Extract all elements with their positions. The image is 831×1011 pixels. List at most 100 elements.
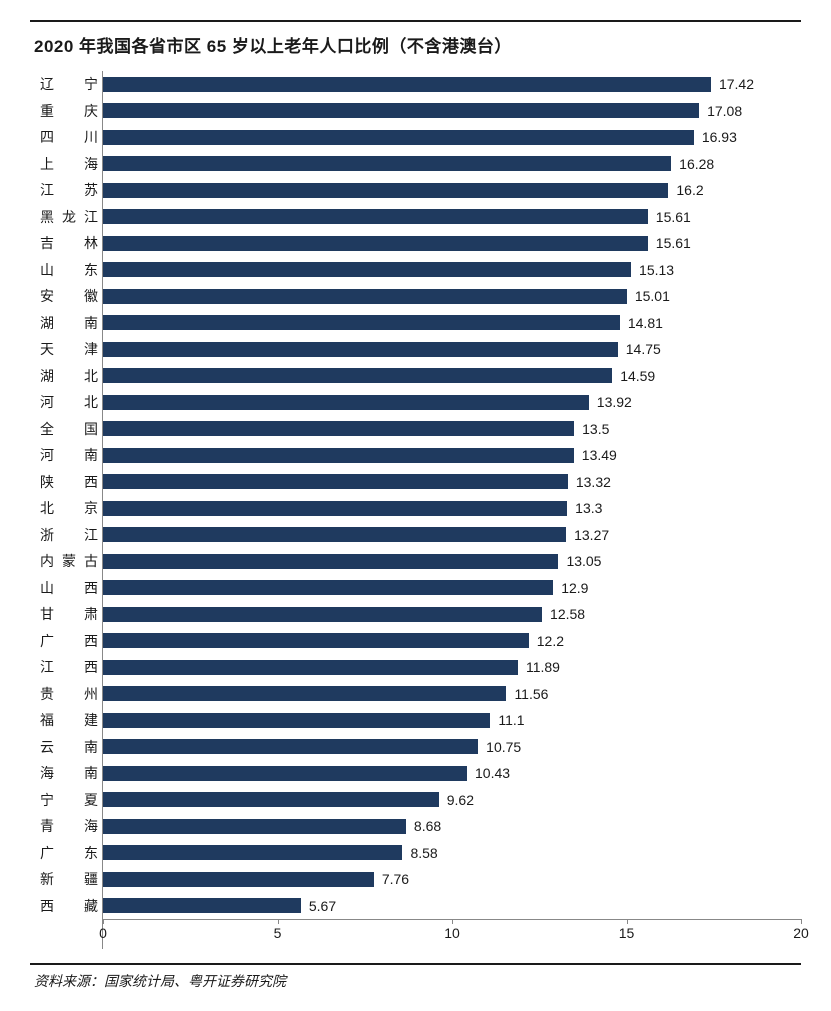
value-label: 8.68 bbox=[414, 818, 441, 834]
bar bbox=[103, 898, 301, 913]
bar-row: 河北13.92 bbox=[40, 389, 801, 416]
bar-row: 天津14.75 bbox=[40, 336, 801, 363]
plot-cell: 8.58 bbox=[102, 840, 801, 867]
value-label: 16.93 bbox=[702, 129, 737, 145]
category-label: 湖南 bbox=[40, 313, 102, 333]
value-label: 12.58 bbox=[550, 606, 585, 622]
bar-row: 内蒙古 13.05 bbox=[40, 548, 801, 575]
category-label: 甘肃 bbox=[40, 604, 102, 624]
plot-cell: 17.42 bbox=[102, 71, 801, 98]
category-label: 广东 bbox=[40, 843, 102, 863]
x-tick-mark bbox=[801, 919, 802, 924]
plot-cell: 11.1 bbox=[102, 707, 801, 734]
plot-cell: 11.89 bbox=[102, 654, 801, 681]
bar-row: 北京13.3 bbox=[40, 495, 801, 522]
bar bbox=[103, 315, 620, 330]
value-label: 13.92 bbox=[597, 394, 632, 410]
bar-row: 江西11.89 bbox=[40, 654, 801, 681]
bar-row: 贵州 11.56 bbox=[40, 681, 801, 708]
category-label: 福建 bbox=[40, 710, 102, 730]
bar bbox=[103, 527, 566, 542]
value-label: 14.59 bbox=[620, 368, 655, 384]
chart-container: 2020 年我国各省市区 65 岁以上老年人口比例（不含港澳台） 辽宁 17.42… bbox=[0, 0, 831, 1011]
bar-row: 福建 11.1 bbox=[40, 707, 801, 734]
title-rule-top: 2020 年我国各省市区 65 岁以上老年人口比例（不含港澳台） bbox=[30, 20, 801, 65]
plot-cell: 12.2 bbox=[102, 628, 801, 655]
value-label: 13.3 bbox=[575, 500, 602, 516]
value-label: 11.56 bbox=[514, 686, 548, 702]
x-tick-label: 20 bbox=[793, 925, 809, 941]
plot-cell: 12.9 bbox=[102, 575, 801, 602]
bar bbox=[103, 448, 574, 463]
bar bbox=[103, 103, 699, 118]
plot-cell: 13.27 bbox=[102, 522, 801, 549]
bar-row: 安徽15.01 bbox=[40, 283, 801, 310]
plot-cell: 12.58 bbox=[102, 601, 801, 628]
category-label: 天津 bbox=[40, 339, 102, 359]
plot-cell: 9.62 bbox=[102, 787, 801, 814]
value-label: 16.2 bbox=[676, 182, 703, 198]
plot-cell: 16.28 bbox=[102, 151, 801, 178]
bar-row: 江苏 16.2 bbox=[40, 177, 801, 204]
plot-cell: 7.76 bbox=[102, 866, 801, 893]
x-tick-label: 10 bbox=[444, 925, 460, 941]
plot-cell: 15.01 bbox=[102, 283, 801, 310]
plot-cell: 13.92 bbox=[102, 389, 801, 416]
value-label: 13.5 bbox=[582, 421, 609, 437]
bar bbox=[103, 660, 518, 675]
value-label: 17.08 bbox=[707, 103, 742, 119]
plot-area: 辽宁17.42重庆17.08四川16.93上海16.28江苏16.2黑龙江15.… bbox=[30, 71, 801, 949]
x-tick-mark bbox=[103, 919, 104, 924]
category-label: 山西 bbox=[40, 578, 102, 598]
bar-row: 青海8.68 bbox=[40, 813, 801, 840]
category-label: 江西 bbox=[40, 657, 102, 677]
x-tick-label: 0 bbox=[99, 925, 107, 941]
bar-row: 吉林15.61 bbox=[40, 230, 801, 257]
bar bbox=[103, 792, 439, 807]
plot-cell: 16.93 bbox=[102, 124, 801, 151]
category-label: 重庆 bbox=[40, 101, 102, 121]
value-label: 5.67 bbox=[309, 898, 336, 914]
plot-cell: 5.67 bbox=[102, 893, 801, 920]
bar bbox=[103, 872, 374, 887]
bar-row: 海南10.43 bbox=[40, 760, 801, 787]
value-label: 14.81 bbox=[628, 315, 663, 331]
bar-row: 四川16.93 bbox=[40, 124, 801, 151]
plot-cell: 13.5 bbox=[102, 416, 801, 443]
value-label: 17.42 bbox=[719, 76, 754, 92]
value-label: 13.05 bbox=[566, 553, 601, 569]
bar bbox=[103, 580, 553, 595]
x-tick-mark bbox=[627, 919, 628, 924]
category-label: 山东 bbox=[40, 260, 102, 280]
bar bbox=[103, 342, 618, 357]
bar bbox=[103, 845, 402, 860]
data-source-footer: 资料来源：国家统计局、粤开证券研究院 bbox=[34, 971, 801, 991]
plot-cell: 10.43 bbox=[102, 760, 801, 787]
bar bbox=[103, 289, 627, 304]
category-label: 江苏 bbox=[40, 180, 102, 200]
bar-row: 广西 12.2 bbox=[40, 628, 801, 655]
value-label: 12.2 bbox=[537, 633, 564, 649]
category-label: 广西 bbox=[40, 631, 102, 651]
chart-title: 2020 年我国各省市区 65 岁以上老年人口比例（不含港澳台） bbox=[34, 32, 801, 57]
bar-row: 山西12.9 bbox=[40, 575, 801, 602]
bar bbox=[103, 395, 589, 410]
x-tick-label: 5 bbox=[274, 925, 282, 941]
value-label: 11.1 bbox=[498, 712, 524, 728]
plot-cell: 14.59 bbox=[102, 363, 801, 390]
bar bbox=[103, 209, 648, 224]
category-label: 内蒙古 bbox=[40, 551, 102, 571]
bar-row: 辽宁 17.42 bbox=[40, 71, 801, 98]
bar-row: 西藏5.67 bbox=[40, 893, 801, 920]
category-label: 辽宁 bbox=[40, 74, 102, 94]
x-tick-mark bbox=[278, 919, 279, 924]
bar bbox=[103, 156, 671, 171]
plot-cell: 15.13 bbox=[102, 257, 801, 284]
category-label: 贵州 bbox=[40, 684, 102, 704]
bar-row: 上海16.28 bbox=[40, 151, 801, 178]
value-label: 13.49 bbox=[582, 447, 617, 463]
plot-cell: 15.61 bbox=[102, 204, 801, 231]
bar bbox=[103, 262, 631, 277]
bar-row: 宁夏9.62 bbox=[40, 787, 801, 814]
x-axis-cell: 05101520 bbox=[102, 919, 801, 949]
